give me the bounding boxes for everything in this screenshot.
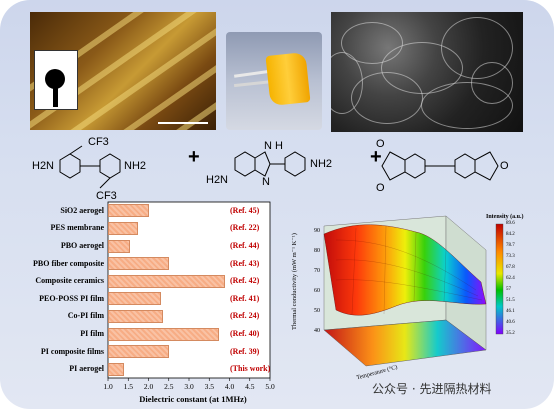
- colorbar-tick-label: 84.2: [506, 232, 515, 237]
- reference-label: (Ref. 40): [230, 329, 260, 338]
- x-tick-label: 4.5: [245, 382, 255, 391]
- z-tick-90: 90: [314, 228, 320, 234]
- z-tick-40: 40: [314, 328, 320, 334]
- surface-svg: 90 80 70 60 50 40: [314, 215, 504, 367]
- thermal-surface-plot: 90 80 70 60 50 40 Thermal conductivity (…: [291, 210, 536, 400]
- bar: [108, 221, 139, 235]
- x-tick-label: 3.0: [184, 382, 194, 391]
- colorbar-tick-label: 35.2: [506, 331, 515, 336]
- bar: [108, 239, 131, 253]
- reference-label: (Ref. 22): [230, 223, 260, 233]
- bar: [108, 327, 220, 341]
- nh2-left-1: H2N: [32, 160, 55, 172]
- category-label: SiO2 aerogel: [60, 205, 104, 215]
- contact-angle-inset: [34, 50, 78, 110]
- nh-label: N H: [264, 140, 283, 152]
- category-label: Composite ceramics: [35, 276, 104, 286]
- x-tick-label: 2.5: [164, 382, 174, 391]
- z-axis-label: Thermal conductivity (mW m⁻¹ K⁻¹): [291, 233, 298, 330]
- category-label: PEO-POSS PI film: [39, 293, 104, 303]
- o-label-3: O: [376, 182, 385, 194]
- z-tick-80: 80: [314, 248, 320, 254]
- category-label: PI film: [80, 329, 104, 338]
- z-tick-70: 70: [314, 268, 320, 274]
- x-axis-label: Dielectric constant (at 1MHz): [139, 394, 247, 404]
- bar: [108, 257, 169, 271]
- film-photo: [226, 32, 322, 130]
- x-tick-label: 1.0: [103, 382, 113, 391]
- bar: [108, 362, 125, 376]
- bar: [108, 204, 149, 218]
- x-tick-label: 2.0: [143, 382, 154, 391]
- bar: [108, 345, 169, 359]
- reference-label: (Ref. 44): [230, 241, 260, 250]
- bar: [108, 274, 226, 288]
- colorbar-tick-label: 78.7: [506, 243, 515, 248]
- nh2-right-2: NH2: [310, 158, 333, 170]
- reference-label: (Ref. 39): [230, 346, 260, 356]
- z-tick-60: 60: [314, 288, 320, 294]
- category-label: PI aerogel: [69, 364, 104, 374]
- plus-sign-2: +: [370, 146, 382, 168]
- o-label-1: O: [376, 138, 385, 150]
- reference-label: (Ref. 43): [230, 258, 260, 268]
- nh2-right-1: NH2: [124, 160, 147, 172]
- colorbar-tick-label: 67.8: [506, 265, 515, 270]
- nh2-left-2: H2N: [206, 174, 229, 186]
- o-label-2: O: [500, 160, 509, 172]
- colorbar-tick-label: 51.5: [506, 298, 515, 303]
- cf3-top: CF3: [88, 136, 109, 148]
- colorbar-tick-label: 73.3: [506, 254, 515, 259]
- sem-image: [331, 12, 523, 132]
- category-label: Co-PI film: [67, 311, 104, 321]
- category-label: PI composite films: [40, 346, 104, 356]
- colorbar-tick-label: 62.4: [506, 276, 515, 281]
- watermark: 公众号 · 先进隔热材料: [372, 382, 492, 396]
- scale-bar: [158, 122, 208, 124]
- colorbar-title: Intensity (a.u.): [486, 214, 524, 220]
- reference-label: (This work): [230, 364, 271, 374]
- reference-label: (Ref. 41): [230, 293, 260, 303]
- bar: [108, 309, 163, 323]
- afm-image: [30, 12, 216, 130]
- colorbar-tick-label: 40.6: [506, 320, 515, 325]
- colorbar-tick-label: 89.6: [506, 221, 515, 226]
- reference-label: (Ref. 45): [230, 205, 260, 215]
- bar: [108, 292, 161, 306]
- n-label: N: [262, 176, 270, 188]
- cf3-bottom: CF3: [96, 190, 117, 202]
- reference-label: (Ref. 24): [230, 311, 260, 321]
- x-tick-label: 3.5: [204, 382, 214, 391]
- x-tick-label: 4.0: [224, 382, 235, 391]
- category-label: PBO fiber composite: [33, 258, 104, 268]
- dielectric-bar-chart: Dielectric constant (at 1MHz) SiO2 aerog…: [8, 198, 280, 408]
- z-tick-50: 50: [314, 308, 320, 314]
- category-label: PBO aerogel: [60, 241, 104, 250]
- reference-label: (Ref. 42): [230, 276, 260, 286]
- plus-sign-1: +: [188, 146, 200, 168]
- category-label: PES membrane: [50, 223, 104, 233]
- x-tick-label: 1.5: [123, 382, 133, 391]
- colorbar: [495, 223, 504, 335]
- colorbar-tick-label: 46.1: [506, 309, 515, 314]
- x-tick-label: 5.0: [265, 382, 275, 391]
- colorbar-tick-label: 57: [506, 287, 511, 292]
